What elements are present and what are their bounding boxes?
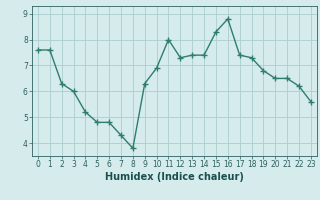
X-axis label: Humidex (Indice chaleur): Humidex (Indice chaleur) <box>105 172 244 182</box>
